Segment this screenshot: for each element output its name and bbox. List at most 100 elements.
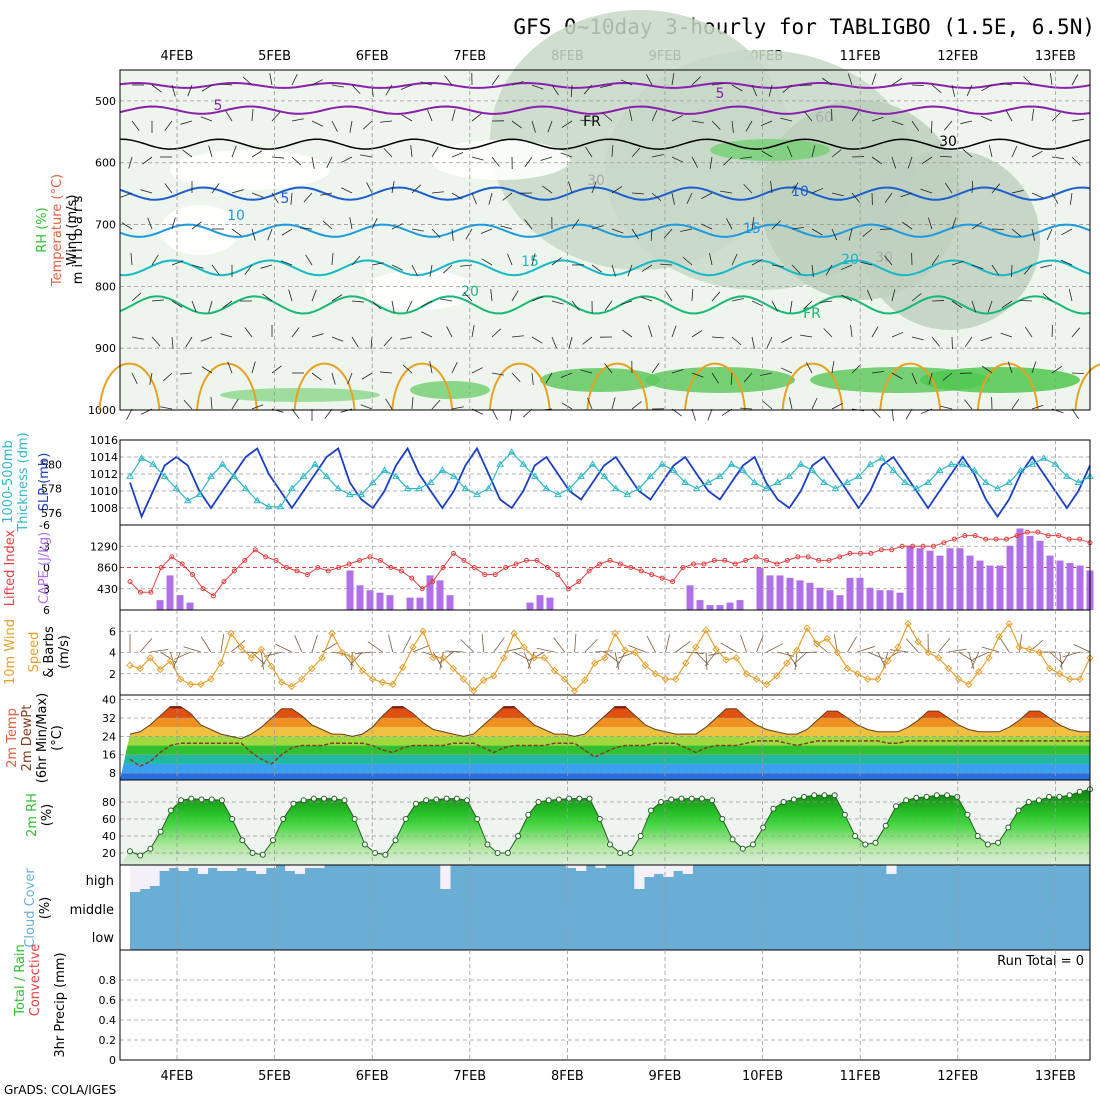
- wind-speed-point: [328, 629, 336, 638]
- cape-bar: [156, 600, 164, 610]
- bottom-date-labels: 4FEB 5FEB 6FEB 7FEB 8FEB 9FEB 10FEB 11FEB 12FEB 1…: [161, 1069, 1076, 1084]
- wind-barb: [331, 372, 336, 385]
- wind-barb: [730, 372, 733, 385]
- wind-barb: [406, 300, 413, 312]
- wind-barb: [971, 221, 983, 230]
- wind-barb: [1018, 634, 1023, 653]
- lifted-index-point: [972, 533, 978, 539]
- precip-tick: 0.8: [99, 974, 117, 987]
- wind-barb: [620, 79, 633, 86]
- lifted-index-point: [847, 550, 853, 556]
- wind-barb: [905, 408, 913, 420]
- wind-barb: [900, 192, 913, 198]
- wind-barb: [651, 154, 664, 158]
- wind-barb: [751, 300, 764, 307]
- wind-speed-point: [954, 675, 963, 683]
- wind-barb: [1011, 145, 1018, 158]
- wind-speed-point: [247, 654, 255, 662]
- wind-barb: [211, 264, 220, 275]
- lifted-index-point: [983, 536, 989, 542]
- pressure-tick-800: 800: [95, 280, 116, 293]
- rh-point: [515, 833, 522, 839]
- wind-barb: [594, 650, 613, 653]
- wind-barb: [331, 84, 344, 88]
- wind-barb: [471, 325, 475, 338]
- wind-barb: [745, 120, 753, 132]
- lifted-index-point: [409, 575, 415, 581]
- thickness-point: [600, 472, 609, 479]
- thickness-point: [866, 460, 875, 467]
- wind-barb: [463, 291, 473, 302]
- wind-barb: [972, 651, 990, 660]
- wind-barb: [185, 336, 193, 348]
- wind-barb: [571, 219, 580, 230]
- panel-side-label: 3hr Precip (mm): [53, 952, 68, 1057]
- footer-credit: GrADS: COLA/IGES: [4, 1083, 116, 1097]
- lifted-index-point: [941, 540, 947, 546]
- wind-barb: [604, 300, 613, 311]
- bottom-date-8FEB: 8FEB: [551, 1069, 584, 1084]
- li-tick: 0: [43, 562, 50, 575]
- wind-barb: [665, 634, 671, 653]
- wind-speed-point: [409, 643, 417, 651]
- thickness-point: [912, 484, 921, 492]
- rh-point: [862, 841, 869, 848]
- wind-barb: [1005, 110, 1013, 122]
- slp-tick-1016: 1016: [90, 434, 118, 447]
- lifted-index-point: [148, 589, 154, 595]
- wind-barb: [604, 363, 613, 374]
- wind-speed-point: [389, 680, 397, 689]
- lifted-index-point: [346, 561, 352, 567]
- contour-label: FR: [583, 114, 601, 130]
- wind-speed-point: [843, 664, 852, 673]
- rh-point: [668, 796, 675, 803]
- lifted-index-point: [179, 561, 185, 567]
- wind-barb: [848, 228, 853, 241]
- wind-speed-point: [1015, 643, 1023, 651]
- wind-barb: [260, 264, 273, 269]
- wind-barb: [794, 651, 798, 670]
- wind-barb: [631, 192, 644, 195]
- bottom-date-11FEB: 11FEB: [840, 1069, 881, 1084]
- wind-barb: [120, 192, 133, 198]
- surface-temp-contour: [391, 362, 454, 411]
- wind-barb: [762, 400, 773, 410]
- wind-barb: [931, 254, 940, 266]
- wind-barb: [553, 637, 565, 653]
- wind-barb: [471, 367, 483, 374]
- wind-barb: [164, 120, 173, 131]
- wind-barb: [800, 334, 813, 338]
- cape-bar: [386, 595, 394, 610]
- wind-barb: [651, 109, 658, 122]
- rh-dry-region: [430, 140, 570, 180]
- wind-speed-point: [510, 629, 518, 638]
- wind-speed-point: [934, 654, 943, 662]
- rh-point: [954, 793, 961, 800]
- surface-temp-contour: [879, 362, 942, 411]
- wind-barb: [324, 408, 333, 419]
- rh-point: [412, 800, 419, 807]
- wind-speed-point: [227, 629, 235, 638]
- thickness-point: [889, 466, 898, 473]
- wind-barb: [840, 264, 853, 271]
- wind-barb: [431, 399, 441, 410]
- wind-barb: [164, 183, 173, 194]
- wind-barb: [981, 646, 1000, 653]
- wind-barb: [650, 228, 653, 241]
- slp-tick-1010: 1010: [90, 485, 118, 498]
- wind-barb: [431, 191, 444, 194]
- wind-speed-line: [129, 622, 1091, 692]
- temp-band: [120, 773, 1090, 780]
- rh-point: [576, 795, 583, 802]
- surface-temp-contour: [196, 362, 258, 411]
- wind-barb: [271, 111, 281, 122]
- wind-barb: [347, 372, 353, 385]
- rh-point: [239, 837, 246, 844]
- wind-barb: [641, 264, 653, 272]
- lifted-index-point: [732, 561, 738, 567]
- wind-barb: [429, 361, 433, 374]
- wind-barb: [305, 254, 313, 266]
- lifted-index-point: [210, 593, 216, 599]
- thickness-point: [635, 484, 643, 492]
- rh-point: [433, 796, 440, 803]
